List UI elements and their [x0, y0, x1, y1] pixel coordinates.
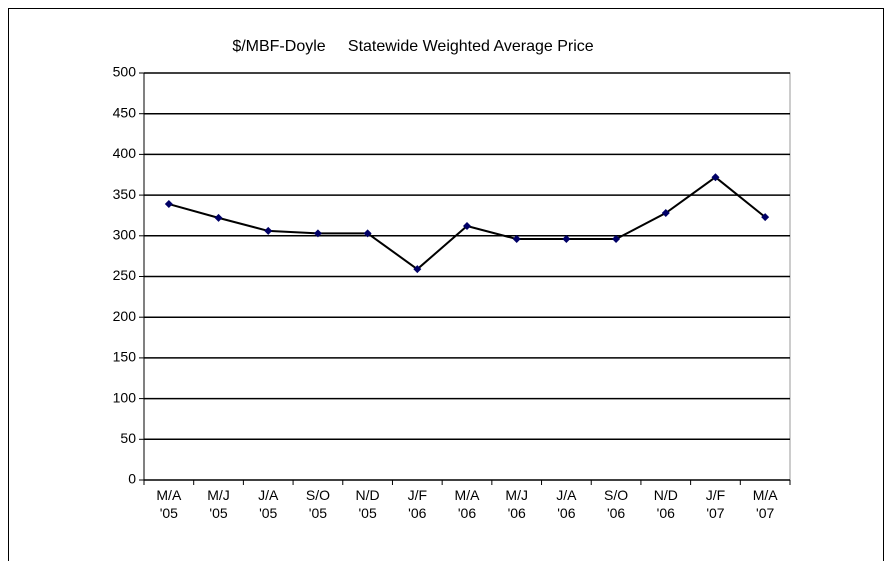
data-point [562, 235, 571, 244]
x-tick-label: M/J '06 [505, 487, 528, 521]
x-tick-label: S/O '05 [306, 487, 330, 521]
y-tick-label: 200 [113, 308, 137, 324]
x-tick-label: J/A '05 [258, 487, 279, 521]
x-tick-label: M/A '06 [455, 487, 481, 521]
x-tick-label: J/F '07 [706, 487, 725, 521]
frame [8, 8, 884, 561]
x-tick-label: S/O '06 [604, 487, 628, 521]
y-tick-label: 250 [113, 267, 137, 283]
chart-title: $/MBF-Doyle Statewide Weighted Average P… [232, 38, 593, 55]
x-tick-label: J/F '06 [408, 487, 427, 521]
data-point [164, 200, 173, 209]
y-tick-label: 150 [113, 349, 137, 365]
data-point [264, 226, 273, 235]
data-point [612, 235, 621, 244]
data-point [463, 222, 471, 231]
y-tick-label: 500 [113, 64, 137, 80]
y-tick-label: 0 [128, 471, 136, 487]
y-tick-label: 450 [113, 104, 137, 120]
x-tick-label: J/A '06 [556, 487, 577, 521]
y-tick-label: 100 [113, 389, 137, 405]
data-point [313, 229, 322, 238]
y-tick-label: 350 [113, 186, 137, 202]
data-point [512, 235, 521, 244]
x-tick-label: M/A '07 [753, 487, 779, 521]
x-tick-label: N/D '06 [654, 487, 678, 521]
y-tick-label: 50 [120, 430, 136, 446]
x-tick-label: N/D '05 [356, 487, 380, 521]
data-point [413, 265, 422, 274]
data-point [214, 213, 223, 222]
y-tick-label: 400 [113, 145, 137, 161]
y-tick-label: 300 [113, 227, 137, 243]
data-point [761, 213, 770, 222]
x-tick-label: M/J '05 [207, 487, 230, 521]
data-point [661, 209, 670, 218]
data-point [711, 173, 720, 182]
data-point [363, 229, 372, 238]
x-tick-label: M/A '05 [156, 487, 182, 521]
